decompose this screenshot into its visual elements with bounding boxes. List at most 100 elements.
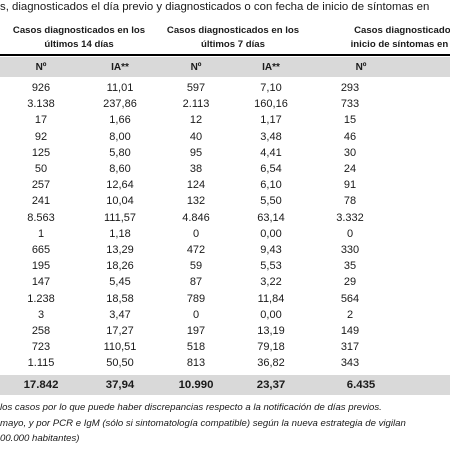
table-row: 125 5,80 95 4,41 30 — [0, 145, 450, 161]
footnote-line-3: 00.000 habitantes) — [0, 433, 80, 444]
cell-count-7: 0 — [192, 308, 200, 321]
cell-ia-7: 0,00 — [260, 308, 282, 321]
cell-count-onset: 46 — [343, 130, 357, 143]
cell-ia-14: 8,00 — [109, 130, 131, 143]
header-rule — [0, 54, 450, 56]
cell-ia-14: 13,29 — [106, 244, 134, 257]
table-row: 257 12,64 124 6,10 91 — [0, 177, 450, 193]
cell-spacer — [392, 226, 450, 242]
subheader-count-onset: Nº — [355, 61, 367, 73]
cell-ia-7: 1,17 — [260, 114, 282, 127]
cell-ia-14: 11,01 — [106, 82, 134, 94]
cell-count-14: 3 — [37, 308, 45, 321]
cell-ia-7: 3,48 — [260, 130, 282, 143]
footnote-line-1: los casos por lo que puede haber discrep… — [0, 402, 382, 413]
cell-ia-7: 11,84 — [257, 292, 285, 305]
subheader-ia-14: IA** — [111, 61, 129, 73]
cell-ia-7: 13,19 — [257, 325, 285, 338]
cell-count-14: 257 — [31, 179, 51, 192]
cell-count-7: 597 — [186, 82, 206, 94]
cell-ia-14: 18,58 — [106, 292, 134, 305]
subheader-ia-7: IA** — [262, 61, 280, 73]
cell-spacer — [392, 355, 450, 371]
cell-spacer — [392, 307, 450, 323]
table-row: 17 1,66 12 1,17 15 — [0, 112, 450, 128]
group-header-14-days-line1: Casos diagnosticados en los — [12, 25, 146, 36]
cell-ia-14: 18,26 — [106, 260, 134, 273]
cell-count-7: 0 — [192, 227, 200, 240]
cell-count-14: 147 — [31, 276, 51, 289]
cell-count-7: 87 — [189, 276, 203, 289]
total-ia-7: 23,37 — [256, 379, 286, 391]
cell-count-7: 40 — [189, 130, 203, 143]
cell-ia-14: 237,86 — [103, 98, 137, 111]
cell-count-14: 665 — [31, 244, 51, 257]
cell-spacer — [392, 242, 450, 258]
table-row: 3 3,47 0 0,00 2 — [0, 307, 450, 323]
group-header-7-days-line1: Casos diagnosticados en los — [166, 25, 300, 36]
cell-count-onset: 0 — [346, 227, 354, 240]
cell-count-14: 8.563 — [27, 211, 55, 224]
cell-count-7: 95 — [189, 146, 203, 159]
cell-count-onset: 78 — [343, 195, 357, 208]
cell-count-onset: 149 — [340, 325, 360, 338]
cell-ia-7: 5,53 — [260, 260, 282, 273]
cell-spacer — [392, 323, 450, 339]
cell-spacer — [392, 112, 450, 128]
table-row: 926 11,01 597 7,10 293 — [0, 80, 450, 96]
cell-ia-7: 6,10 — [260, 179, 282, 192]
cell-spacer — [392, 258, 450, 274]
subheader-count-14: Nº — [35, 61, 47, 73]
cell-count-7: 4.846 — [182, 211, 210, 224]
cell-spacer — [392, 96, 450, 112]
table-row: 50 8,60 38 6,54 24 — [0, 161, 450, 177]
subheader-count-7: Nº — [190, 61, 202, 73]
cell-ia-14: 10,04 — [106, 195, 134, 208]
cell-count-onset: 3.332 — [336, 211, 364, 224]
total-count-onset: 6.435 — [346, 379, 376, 391]
table-caption: s, diagnosticados el día previo y diagno… — [0, 1, 430, 13]
cell-ia-14: 5,80 — [109, 146, 131, 159]
cell-count-7: 472 — [186, 244, 206, 257]
cell-ia-14: 3,47 — [109, 308, 131, 321]
cell-ia-7: 160,16 — [254, 98, 288, 111]
cell-count-7: 197 — [186, 325, 206, 338]
cell-ia-7: 9,43 — [260, 244, 282, 257]
cell-count-onset: 733 — [340, 98, 360, 111]
group-header-7-days-line2: últimos 7 días — [201, 39, 265, 50]
cell-count-7: 132 — [186, 195, 206, 208]
cell-ia-14: 50,50 — [106, 357, 134, 370]
cell-count-onset: 30 — [343, 146, 357, 159]
table-row: 1.238 18,58 789 11,84 564 — [0, 291, 450, 307]
cell-count-onset: 24 — [343, 163, 357, 176]
table-row: 3.138 237,86 2.113 160,16 733 — [0, 96, 450, 112]
cell-spacer — [392, 339, 450, 355]
cell-count-14: 1.115 — [27, 357, 55, 370]
table-row: 8.563 111,57 4.846 63,14 3.332 — [0, 210, 450, 226]
cell-count-7: 124 — [186, 179, 206, 192]
total-count-14: 17.842 — [23, 379, 59, 391]
table-row: 665 13,29 472 9,43 330 — [0, 242, 450, 258]
cases-table: 926 11,01 597 7,10 293 3.138 237,86 2.113 160,16… — [0, 80, 450, 388]
cell-count-7: 518 — [186, 341, 206, 354]
cell-count-onset: 317 — [340, 341, 360, 354]
cell-count-7: 789 — [186, 292, 206, 305]
cell-ia-7: 63,14 — [257, 211, 285, 224]
cell-count-7: 59 — [189, 260, 203, 273]
cell-count-onset: 343 — [340, 357, 360, 370]
cell-count-14: 92 — [34, 130, 48, 143]
cell-count-onset: 330 — [340, 244, 360, 257]
cell-spacer — [392, 291, 450, 307]
cell-count-14: 3.138 — [27, 98, 55, 111]
cell-count-onset: 564 — [340, 292, 360, 305]
cell-ia-14: 1,18 — [109, 227, 131, 240]
cell-ia-14: 5,45 — [109, 276, 131, 289]
table-row: 147 5,45 87 3,22 29 — [0, 274, 450, 290]
cell-spacer — [392, 274, 450, 290]
cell-count-14: 723 — [31, 341, 51, 354]
table-row: 258 17,27 197 13,19 149 — [0, 323, 450, 339]
group-header-14-days-line2: últimos 14 días — [44, 39, 114, 50]
table-row: 1 1,18 0 0,00 0 — [0, 226, 450, 242]
cell-count-onset: 29 — [343, 276, 357, 289]
total-ia-14: 37,94 — [105, 379, 135, 391]
